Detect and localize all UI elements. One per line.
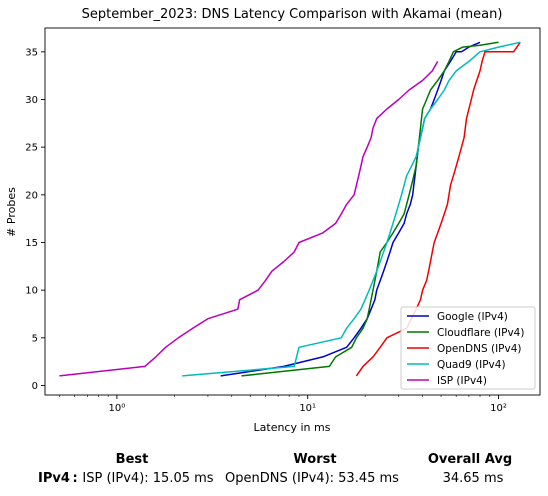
legend-label: Cloudflare (IPv4) bbox=[437, 327, 524, 339]
series-line-cloudflare bbox=[241, 41, 499, 377]
x-tick-label: 10² bbox=[490, 403, 507, 414]
x-tick-label: 10¹ bbox=[299, 403, 316, 414]
worst-header: Worst bbox=[293, 452, 337, 467]
legend-label: OpenDNS (IPv4) bbox=[437, 343, 522, 355]
legend-label: Quad9 (IPv4) bbox=[437, 359, 506, 371]
y-tick-label: 10 bbox=[25, 286, 38, 297]
avg-value: 34.65 ms bbox=[442, 471, 504, 486]
series-line-isp bbox=[59, 61, 439, 377]
best-value: ISP (IPv4): 15.05 ms bbox=[82, 471, 214, 486]
latency-chart: September_2023: DNS Latency Comparison w… bbox=[5, 7, 541, 434]
x-tick-label: 10⁰ bbox=[109, 403, 126, 414]
y-tick-label: 15 bbox=[25, 238, 38, 249]
series-line-quad9 bbox=[182, 41, 521, 377]
legend-label: ISP (IPv4) bbox=[437, 375, 487, 387]
y-tick-label: 30 bbox=[25, 95, 38, 106]
series-layer bbox=[59, 41, 521, 377]
plot-frame bbox=[44, 27, 541, 396]
y-tick-label: 0 bbox=[32, 381, 38, 392]
avg-header: Overall Avg bbox=[427, 452, 513, 467]
worst-value: OpenDNS (IPv4): 53.45 ms bbox=[225, 471, 399, 486]
legend: Google (IPv4) Cloudflare (IPv4) OpenDNS (I… bbox=[400, 306, 536, 390]
y-tick-label: 25 bbox=[25, 143, 38, 154]
ipv4-row-label: IPv4 : bbox=[38, 471, 78, 486]
y-tick-label: 5 bbox=[32, 333, 38, 344]
x-axis-label: Latency in ms bbox=[254, 421, 331, 434]
best-header: Best bbox=[115, 452, 149, 467]
y-tick-label: 35 bbox=[25, 47, 38, 58]
y-tick-label: 20 bbox=[25, 190, 38, 201]
chart-title: September_2023: DNS Latency Comparison w… bbox=[82, 7, 503, 22]
legend-label: Google (IPv4) bbox=[437, 311, 508, 323]
y-axis-label: # Probes bbox=[5, 187, 18, 237]
